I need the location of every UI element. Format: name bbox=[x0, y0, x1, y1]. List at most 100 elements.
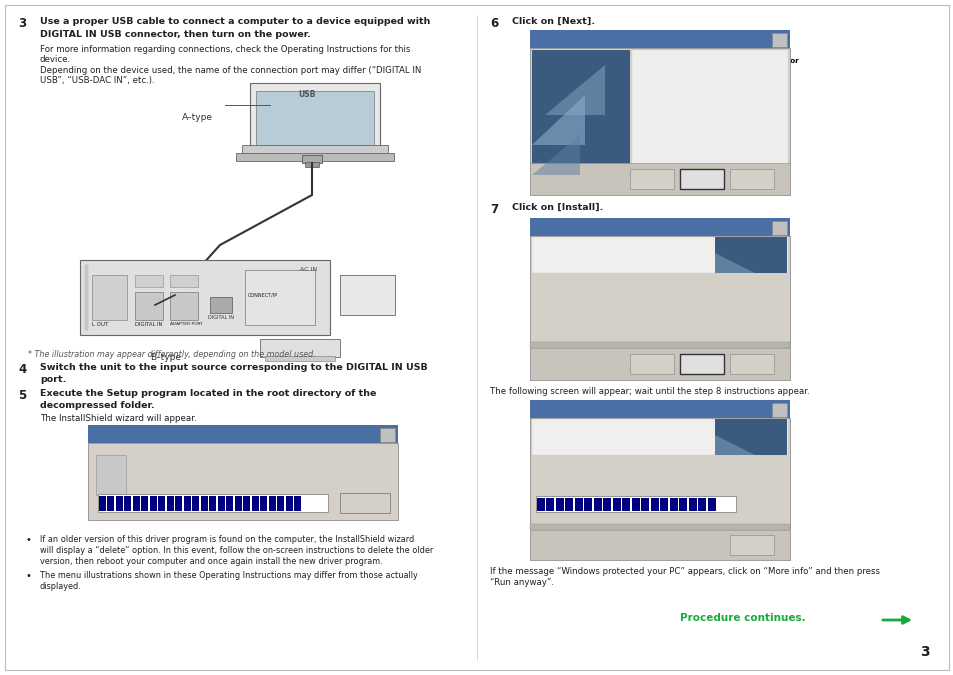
Bar bbox=[85, 265, 88, 330]
Text: * The illustration may appear differently, depending on the model used.: * The illustration may appear differentl… bbox=[28, 350, 315, 359]
Text: If you want to review or change any of your installation settings, click: If you want to review or change any of y… bbox=[536, 300, 781, 306]
Text: ↺: ↺ bbox=[100, 457, 112, 471]
Bar bbox=[96, 455, 126, 495]
Bar bbox=[530, 418, 789, 560]
Circle shape bbox=[360, 288, 375, 302]
Text: A–type: A–type bbox=[182, 113, 213, 122]
Polygon shape bbox=[714, 253, 754, 273]
Bar bbox=[714, 237, 786, 273]
Bar bbox=[201, 496, 208, 511]
Text: DIGITAL IN: DIGITAL IN bbox=[208, 315, 233, 320]
Bar bbox=[265, 356, 335, 361]
Text: L OUT: L OUT bbox=[91, 322, 108, 327]
Text: The InstallShield wizard will appear.: The InstallShield wizard will appear. bbox=[40, 414, 196, 423]
Bar bbox=[277, 496, 284, 511]
Bar bbox=[158, 496, 165, 511]
Bar bbox=[594, 498, 601, 511]
Bar bbox=[771, 33, 786, 47]
Bar bbox=[242, 145, 388, 157]
Bar bbox=[218, 496, 225, 511]
Bar bbox=[771, 403, 786, 417]
Bar bbox=[629, 354, 673, 374]
Bar bbox=[530, 163, 789, 195]
Bar bbox=[729, 354, 773, 374]
Text: “Run anyway”.: “Run anyway”. bbox=[490, 578, 554, 587]
Bar bbox=[622, 498, 630, 511]
Bar bbox=[210, 297, 232, 313]
Text: Next >: Next > bbox=[686, 177, 714, 183]
Text: Welcome to the InstallShield Wizard for: Welcome to the InstallShield Wizard for bbox=[636, 58, 798, 64]
Bar bbox=[135, 292, 163, 320]
Bar bbox=[141, 496, 149, 511]
Text: Pioneer USB Audio Device: Pioneer USB Audio Device bbox=[535, 402, 647, 411]
Text: Pioneer USB Audio Device – InstallShield Wizard: Pioneer USB Audio Device – InstallShield… bbox=[92, 427, 301, 436]
Text: decompressed folder.: decompressed folder. bbox=[40, 401, 154, 410]
Text: DIGITAL IN: DIGITAL IN bbox=[135, 322, 162, 327]
Text: 5: 5 bbox=[18, 389, 27, 402]
Bar bbox=[167, 496, 173, 511]
Bar bbox=[714, 419, 786, 455]
Text: x: x bbox=[776, 404, 781, 410]
Bar bbox=[530, 348, 789, 380]
Text: For more information regarding connections, check the Operating Instructions for: For more information regarding connectio… bbox=[40, 45, 410, 54]
Text: x: x bbox=[385, 429, 389, 435]
Bar bbox=[170, 275, 198, 287]
Bar bbox=[546, 498, 554, 511]
Text: Use a proper USB cable to connect a computer to a device equipped with: Use a proper USB cable to connect a comp… bbox=[40, 17, 430, 26]
Text: AC IN: AC IN bbox=[299, 267, 316, 272]
Text: 4: 4 bbox=[18, 363, 27, 376]
Polygon shape bbox=[532, 135, 579, 175]
Bar bbox=[116, 496, 123, 511]
Text: Pioneer USB Audio Device: Pioneer USB Audio Device bbox=[636, 70, 741, 76]
Bar bbox=[584, 498, 592, 511]
Text: The menu illustrations shown in these Operating Instructions may differ from tho: The menu illustrations shown in these Op… bbox=[40, 571, 417, 580]
Bar bbox=[184, 496, 191, 511]
Bar bbox=[294, 496, 301, 511]
Bar bbox=[530, 530, 789, 560]
Bar bbox=[707, 498, 716, 511]
Bar bbox=[339, 275, 395, 315]
Bar bbox=[379, 428, 395, 442]
Bar bbox=[226, 496, 233, 511]
Bar bbox=[234, 496, 242, 511]
Text: Back. Click Cancel to exit the wizard.: Back. Click Cancel to exit the wizard. bbox=[536, 311, 665, 317]
Bar bbox=[339, 493, 390, 513]
Bar bbox=[640, 498, 649, 511]
Text: Wizard, which will guide you through the rest of the setup: Wizard, which will guide you through the… bbox=[133, 462, 337, 468]
Bar bbox=[679, 354, 723, 374]
Bar bbox=[91, 275, 127, 320]
Text: Pioneer USB Audio Device: Pioneer USB Audio Device bbox=[535, 220, 647, 229]
Bar bbox=[255, 91, 374, 147]
Bar bbox=[603, 498, 611, 511]
Bar bbox=[530, 342, 789, 348]
Bar bbox=[575, 498, 582, 511]
Bar bbox=[698, 498, 706, 511]
Bar bbox=[269, 496, 275, 511]
Bar bbox=[679, 498, 687, 511]
Bar bbox=[250, 83, 379, 153]
Text: Click Install to begin the installation.: Click Install to begin the installation. bbox=[536, 286, 663, 292]
Bar bbox=[243, 496, 251, 511]
Bar bbox=[650, 498, 659, 511]
Bar bbox=[150, 496, 157, 511]
Bar bbox=[530, 30, 789, 48]
Text: Switch the unit to the input source corresponding to the DIGITAL IN USB: Switch the unit to the input source corr… bbox=[40, 363, 427, 372]
Bar bbox=[302, 155, 322, 163]
Bar bbox=[98, 494, 328, 512]
Bar bbox=[532, 237, 787, 273]
Text: USB”, “USB-DAC IN”, etc.).: USB”, “USB-DAC IN”, etc.). bbox=[40, 76, 154, 85]
Bar bbox=[631, 50, 787, 193]
Text: displayed.: displayed. bbox=[40, 582, 82, 591]
Text: Ready to Install the Program: Ready to Install the Program bbox=[536, 242, 672, 251]
Text: If an older version of this driver program is found on the computer, the Install: If an older version of this driver progr… bbox=[40, 535, 414, 544]
Text: USB Audio Device on your computer.  To: USB Audio Device on your computer. To bbox=[636, 99, 769, 105]
Text: ADAPTER PORT: ADAPTER PORT bbox=[170, 322, 203, 326]
Bar bbox=[175, 496, 182, 511]
Text: Procedure continues.: Procedure continues. bbox=[679, 613, 804, 623]
Text: •: • bbox=[26, 535, 31, 545]
Bar bbox=[88, 443, 397, 520]
Bar bbox=[286, 496, 293, 511]
Bar bbox=[556, 498, 563, 511]
Text: DIGITAL IN USB connector, then turn on the power.: DIGITAL IN USB connector, then turn on t… bbox=[40, 30, 311, 39]
Bar bbox=[629, 169, 673, 189]
